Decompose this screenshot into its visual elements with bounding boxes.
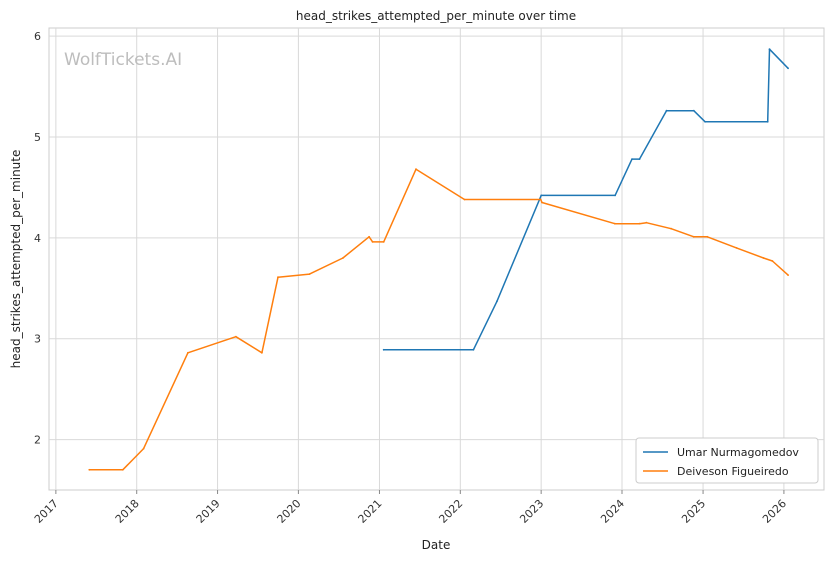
y-tick-label: 2 [34, 434, 41, 447]
data-point [415, 168, 417, 171]
data-point [308, 273, 311, 275]
data-point [368, 235, 370, 238]
data-point [787, 274, 789, 276]
data-point [496, 300, 498, 303]
watermark: WolfTickets.AI [64, 50, 182, 70]
x-tick-label: 2024 [598, 497, 627, 526]
data-point [645, 221, 648, 224]
series-layer [88, 48, 789, 471]
data-point [121, 468, 124, 471]
y-tick-label: 5 [34, 131, 41, 144]
gridlines [49, 28, 824, 490]
data-point [142, 447, 145, 450]
series-line-1 [89, 168, 789, 471]
data-point [735, 247, 738, 249]
data-point [614, 222, 616, 225]
data-point [768, 48, 771, 51]
x-tick-label: 2017 [32, 497, 61, 526]
data-point [382, 241, 385, 243]
legend-label-umar: Umar Nurmagomedov [677, 446, 799, 459]
data-point [261, 351, 263, 354]
data-point [706, 235, 709, 238]
data-point [692, 235, 695, 238]
chart-title: head_strikes_attempted_per_minute over t… [296, 9, 576, 23]
legend-label-deiveson: Deiveson Figueiredo [677, 465, 789, 478]
y-tick-label: 6 [34, 30, 41, 43]
data-point [638, 222, 641, 225]
data-point [665, 109, 668, 112]
x-tick-label: 2022 [436, 497, 465, 526]
data-point [540, 194, 543, 197]
plot-area [48, 27, 825, 491]
x-tick-label: 2018 [113, 497, 142, 526]
data-point [472, 348, 475, 351]
data-point [277, 276, 279, 279]
x-axis-title: Date [422, 538, 451, 552]
data-point [614, 194, 616, 197]
x-tick-label: 2023 [517, 497, 546, 526]
data-point [342, 257, 344, 259]
data-point [371, 241, 374, 243]
x-tick-label: 2021 [356, 497, 385, 526]
data-point [631, 158, 633, 161]
data-point [235, 335, 237, 338]
x-tick-label: 2019 [194, 497, 223, 526]
data-point [88, 468, 91, 471]
data-point [762, 257, 765, 259]
data-point [382, 348, 385, 351]
data-point [187, 351, 189, 354]
y-tick-label: 3 [34, 333, 41, 346]
data-point [704, 120, 706, 123]
data-point [771, 260, 774, 262]
x-axis-ticks: 2017 2018 2019 2020 2021 2022 2023 2024 2025 2026 [32, 490, 789, 526]
data-point [692, 109, 695, 112]
legend-box [635, 437, 819, 484]
data-point [670, 227, 673, 230]
y-axis-title: head_strikes_attempted_per_minute [9, 150, 23, 369]
y-axis-ticks: 2 3 4 5 6 [34, 30, 41, 446]
data-point [766, 120, 769, 123]
data-point [638, 158, 641, 161]
data-point [539, 198, 542, 201]
data-point [541, 201, 543, 204]
x-tick-label: 2026 [760, 497, 789, 526]
data-point [463, 198, 466, 201]
legend: Umar Nurmagomedov Deiveson Figueiredo [635, 437, 819, 484]
x-tick-label: 2020 [275, 497, 304, 526]
y-tick-label: 4 [34, 232, 41, 245]
x-tick-label: 2025 [679, 497, 708, 526]
data-point [787, 67, 789, 70]
